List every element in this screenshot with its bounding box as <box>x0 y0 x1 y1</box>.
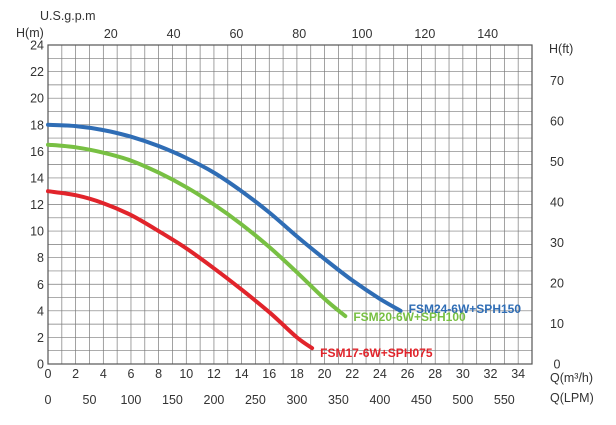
x-tick-label: 10 <box>179 367 193 381</box>
y-tick-label: 2 <box>37 331 44 345</box>
gpm-tick-label: 80 <box>292 27 306 41</box>
y-tick-label: 16 <box>30 145 44 159</box>
x-tick-label: 16 <box>262 367 276 381</box>
lpm-tick-label: 0 <box>45 393 52 407</box>
series-label: FSM17-6W+SPH075 <box>320 346 433 360</box>
x-tick-label: 2 <box>72 367 79 381</box>
x-tick-label: 22 <box>345 367 359 381</box>
x-tick-label: 20 <box>318 367 332 381</box>
gpm-tick-label: 60 <box>229 27 243 41</box>
y-tick-label: 6 <box>37 278 44 292</box>
x-tick-label: 24 <box>373 367 387 381</box>
y-tick-label: 10 <box>30 225 44 239</box>
x-axis-title: Q(m³/h) <box>550 371 593 385</box>
lpm-tick-label: 500 <box>452 393 473 407</box>
x-tick-label: 18 <box>290 367 304 381</box>
x-tick-label: 34 <box>511 367 525 381</box>
lpm-tick-label: 250 <box>245 393 266 407</box>
lpm-axis-title: Q(LPM) <box>550 391 594 405</box>
x-tick-label: 0 <box>45 367 52 381</box>
ft-tick-label: 50 <box>550 155 564 169</box>
top-axis-title: U.S.g.p.m <box>40 9 96 23</box>
y-axis-title: H(m) <box>16 26 44 40</box>
gpm-tick-label: 20 <box>104 27 118 41</box>
lpm-tick-label: 350 <box>328 393 349 407</box>
x-tick-label: 6 <box>127 367 134 381</box>
lpm-tick-label: 450 <box>411 393 432 407</box>
x-tick-label: 32 <box>484 367 498 381</box>
x-tick-label: 26 <box>401 367 415 381</box>
gpm-tick-label: 40 <box>167 27 181 41</box>
gpm-tick-label: 100 <box>352 27 373 41</box>
series-label: FSM20-6W+SPH100 <box>353 310 466 324</box>
lpm-tick-label: 200 <box>204 393 225 407</box>
y-tick-label: 14 <box>30 171 44 185</box>
plot-frame <box>47 44 533 365</box>
y-tick-label: 24 <box>30 39 44 53</box>
y-tick-label: 8 <box>37 251 44 265</box>
x-tick-label: 4 <box>100 367 107 381</box>
ft-tick-label: 40 <box>550 195 564 209</box>
series-line <box>46 142 348 319</box>
ft-tick-label: 20 <box>550 276 564 290</box>
series-line <box>46 122 403 313</box>
x-tick-label: 12 <box>207 367 221 381</box>
gpm-tick-label: 120 <box>414 27 435 41</box>
y-tick-label: 20 <box>30 92 44 106</box>
lpm-tick-label: 300 <box>286 393 307 407</box>
x-tick-label: 30 <box>456 367 470 381</box>
x-tick-label: 28 <box>428 367 442 381</box>
y-tick-label: 0 <box>37 358 44 372</box>
ft-tick-label: 10 <box>550 317 564 331</box>
axis-titles: U.S.g.p.m H(m) H(ft) Q(m³/h) Q(LPM) <box>16 9 594 405</box>
series-label: FSM24-6W+SPH150 <box>409 302 522 316</box>
gpm-tick-label: 140 <box>477 27 498 41</box>
ft-tick-label: 0 <box>554 358 561 372</box>
x-tick-label: 8 <box>155 367 162 381</box>
lpm-tick-label: 150 <box>162 393 183 407</box>
lpm-tick-label: 400 <box>369 393 390 407</box>
y-tick-label: 12 <box>30 198 44 212</box>
x-tick-label: 14 <box>235 367 249 381</box>
series-line <box>46 189 315 351</box>
lpm-tick-label: 50 <box>83 393 97 407</box>
lpm-tick-label: 550 <box>494 393 515 407</box>
right-axis-title: H(ft) <box>549 42 573 56</box>
ft-tick-label: 30 <box>550 236 564 250</box>
ft-tick-label: 70 <box>550 74 564 88</box>
y-tick-label: 4 <box>37 304 44 318</box>
y-tick-label: 22 <box>30 65 44 79</box>
ft-tick-label: 60 <box>550 114 564 128</box>
y-tick-label: 18 <box>30 118 44 132</box>
lpm-tick-label: 100 <box>121 393 142 407</box>
